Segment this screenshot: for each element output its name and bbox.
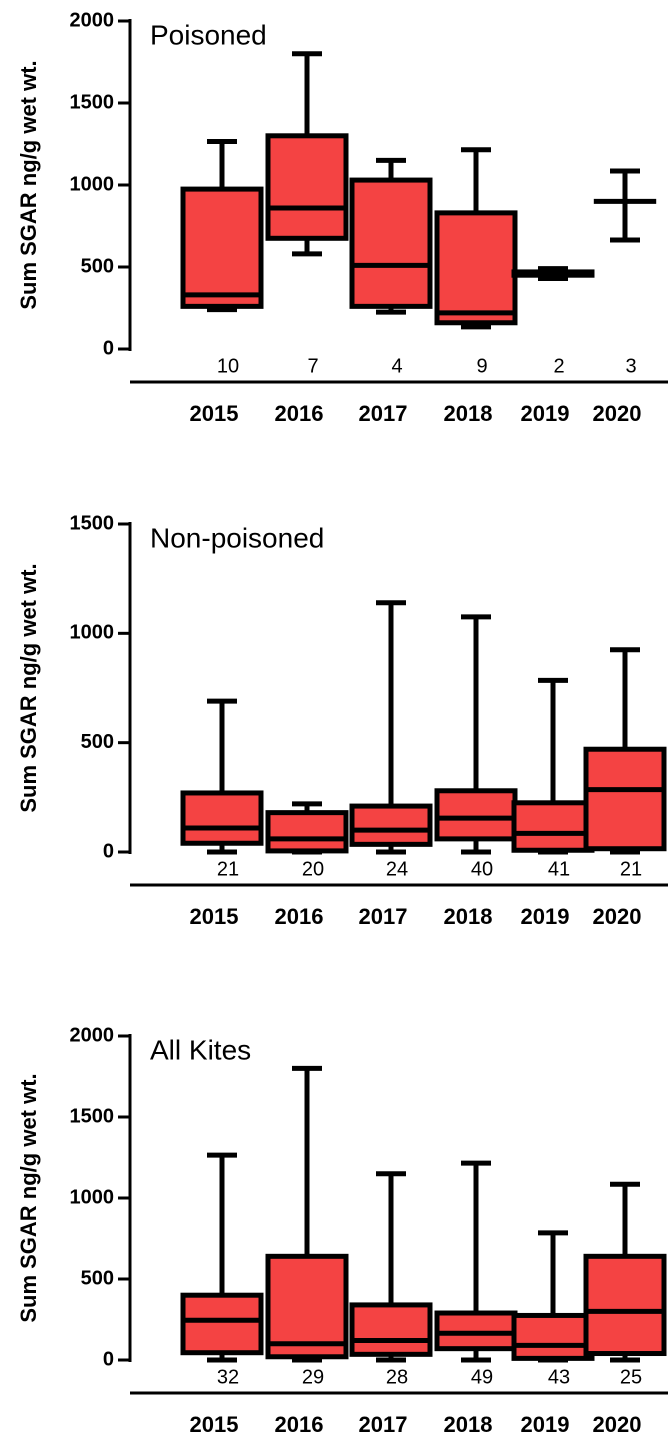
y-tick-label: 2000	[70, 9, 115, 31]
count-label: 25	[620, 1366, 642, 1388]
count-label: 3	[625, 355, 636, 377]
y-tick-label: 1500	[70, 512, 115, 534]
y-tick-label: 2000	[70, 1024, 115, 1046]
box	[434, 788, 518, 842]
x-tick-label: 2017	[359, 401, 408, 426]
y-axis-label: Sum SGAR ng/g wet wt.	[16, 563, 41, 812]
x-tick-label: 2016	[275, 401, 324, 426]
y-tick-label: 500	[81, 255, 114, 277]
count-label: 43	[548, 1366, 570, 1388]
y-axis-label: Sum SGAR ng/g wet wt.	[16, 1073, 41, 1322]
y-tick-label: 500	[81, 731, 114, 753]
x-tick-label: 2017	[359, 1412, 408, 1432]
box	[265, 133, 349, 241]
count-label: 29	[302, 1366, 324, 1388]
box	[434, 210, 518, 326]
y-tick-label: 500	[81, 1267, 114, 1289]
count-label: 21	[620, 858, 642, 880]
count-label: 7	[307, 355, 318, 377]
box	[180, 790, 264, 846]
x-tick-label: 2018	[444, 1412, 493, 1432]
x-tick-label: 2015	[190, 1412, 239, 1432]
x-tick-label: 2018	[444, 401, 493, 426]
count-label: 9	[476, 355, 487, 377]
panel-title: Poisoned	[150, 19, 267, 50]
x-tick-label: 2020	[593, 1412, 642, 1432]
box	[349, 803, 433, 847]
panel-title: Non-poisoned	[150, 522, 324, 553]
count-label: 28	[386, 1366, 408, 1388]
box	[180, 186, 264, 309]
y-tick-label: 1000	[70, 1186, 115, 1208]
count-label: 2	[553, 355, 564, 377]
y-tick-label: 0	[103, 337, 114, 359]
y-tick-label: 0	[103, 1348, 114, 1370]
count-label: 10	[217, 355, 239, 377]
y-tick-label: 1000	[70, 173, 115, 195]
count-label: 24	[386, 858, 408, 880]
x-tick-label: 2017	[359, 904, 408, 929]
x-tick-label: 2019	[521, 904, 570, 929]
y-tick-label: 1000	[70, 622, 115, 644]
box	[265, 1253, 349, 1360]
panel-title: All Kites	[150, 1034, 251, 1065]
y-tick-label: 0	[103, 840, 114, 862]
box	[265, 810, 349, 854]
box	[349, 177, 433, 309]
count-label: 41	[548, 858, 570, 880]
y-tick-label: 1500	[70, 1105, 115, 1127]
x-tick-label: 2015	[190, 904, 239, 929]
count-label: 32	[217, 1366, 239, 1388]
x-tick-label: 2020	[593, 904, 642, 929]
x-tick-label: 2019	[521, 401, 570, 426]
count-label: 49	[471, 1366, 493, 1388]
y-axis-label: Sum SGAR ng/g wet wt.	[16, 60, 41, 309]
x-tick-label: 2016	[275, 904, 324, 929]
box	[511, 800, 595, 853]
y-tick-label: 1500	[70, 91, 115, 113]
box	[583, 1253, 667, 1357]
x-tick-label: 2020	[593, 401, 642, 426]
x-tick-label: 2019	[521, 1412, 570, 1432]
x-tick-label: 2018	[444, 904, 493, 929]
box	[180, 1292, 264, 1356]
count-label: 40	[471, 858, 493, 880]
x-tick-label: 2015	[190, 401, 239, 426]
box	[511, 1312, 595, 1361]
count-label: 4	[391, 355, 402, 377]
box	[583, 746, 667, 852]
count-label: 21	[217, 858, 239, 880]
box	[349, 1302, 433, 1357]
x-tick-label: 2016	[275, 1412, 324, 1432]
count-label: 20	[302, 858, 324, 880]
